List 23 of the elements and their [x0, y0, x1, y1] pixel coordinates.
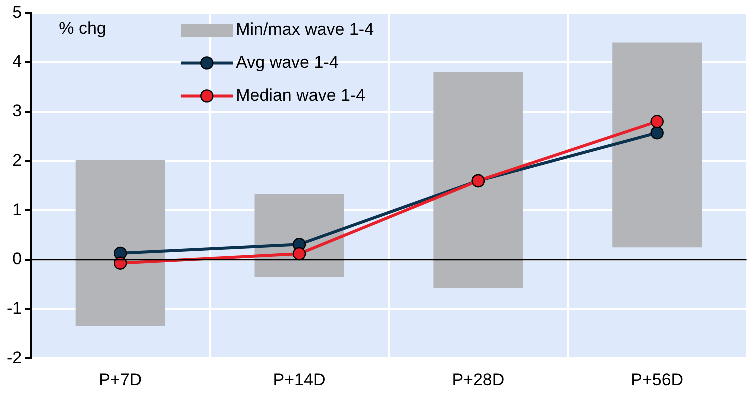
y-tick-label: 5: [12, 2, 22, 22]
y-axis-title: % chg: [59, 18, 106, 38]
legend-label: Min/max wave 1-4: [236, 20, 374, 39]
y-tick-label: -2: [6, 348, 22, 368]
y-tick-label: 0: [12, 250, 22, 269]
x-tick-label: P+28D: [452, 370, 505, 390]
x-tick-label: P+14D: [273, 370, 326, 390]
bar: [254, 194, 344, 278]
y-tick-label: -1: [6, 298, 22, 318]
y-tick-label: 2: [12, 150, 22, 170]
point: [650, 126, 664, 140]
bar: [76, 160, 166, 327]
y-tick-label: 4: [12, 52, 22, 72]
point: [650, 115, 664, 128]
bar: [434, 72, 524, 288]
legend-label: Avg wave 1-4: [236, 52, 339, 72]
x-tick-label: P+56D: [631, 370, 684, 390]
bar: [612, 42, 702, 248]
point: [292, 247, 306, 261]
y-tick-label: 1: [12, 200, 22, 220]
x-tick-label: P+7D: [99, 370, 142, 390]
legend-label: Median wave 1-4: [236, 86, 366, 105]
y-tick-label: 3: [12, 102, 22, 121]
